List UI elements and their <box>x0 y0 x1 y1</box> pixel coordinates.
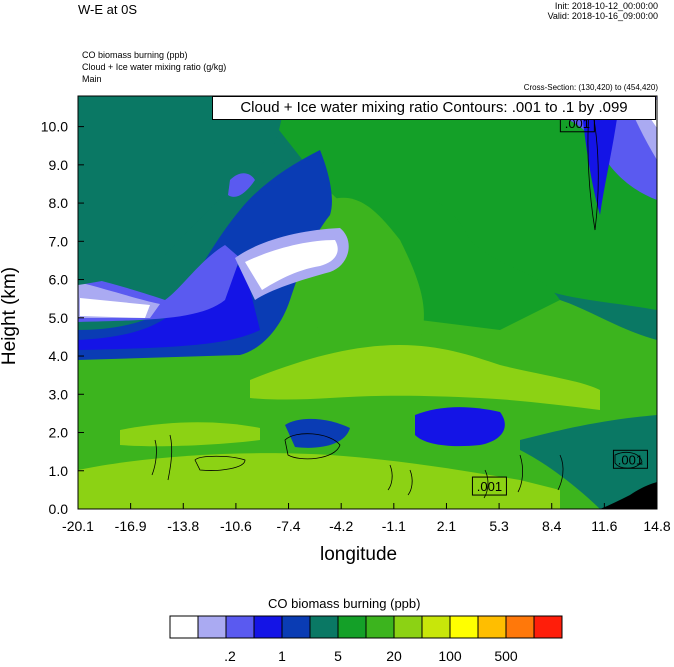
terrain <box>600 482 657 509</box>
valid-time: Valid: 2018-10-16_09:00:00 <box>547 11 658 21</box>
field-label-co: CO biomass burning (ppb) <box>82 50 188 60</box>
colorbar-title: CO biomass burning (ppb) <box>268 596 421 611</box>
x-axis-label: longitude <box>320 544 398 565</box>
yellow-green-band <box>250 345 600 410</box>
y-tick-label: 0.0 <box>49 501 69 517</box>
contour-label: .001 <box>618 452 643 467</box>
x-tick-label: 8.4 <box>542 518 562 534</box>
y-tick-label: 4.0 <box>49 348 69 364</box>
contour-label: .001 <box>477 479 502 494</box>
plot-title: W-E at 0S <box>78 2 138 17</box>
x-tick-label: -16.9 <box>115 518 147 534</box>
left-cloud-outer <box>78 150 332 360</box>
cross-section-label: Cross-Section: (130,420) to (454,420) <box>523 83 658 92</box>
white-hole-core <box>245 240 338 290</box>
colorbar-tick-label: 5 <box>334 648 342 664</box>
x-tick-label: -10.6 <box>220 518 252 534</box>
x-tick-label: -1.1 <box>382 518 406 534</box>
contour-label-box <box>612 449 648 469</box>
y-tick-label: 8.0 <box>49 195 69 211</box>
y-axis-label: Height (km) <box>0 266 20 366</box>
green-layer <box>78 96 657 310</box>
x-tick-label: 14.8 <box>643 518 670 534</box>
contour-info-box: Cloud + Ice water mixing ratio Contours:… <box>212 96 656 120</box>
upper-left-blue-fringe <box>228 173 255 197</box>
colorbar-swatch <box>505 615 535 639</box>
blue-pocket-right <box>415 407 505 447</box>
plot-area <box>78 96 657 509</box>
x-tick-label: -4.2 <box>329 518 353 534</box>
field-label-cloud: Cloud + Ice water mixing ratio (g/kg) <box>82 62 227 72</box>
x-tick-label: -13.8 <box>167 518 199 534</box>
y-tick-label: 2.0 <box>49 425 69 441</box>
colorbar-swatch <box>225 615 255 639</box>
upper-right-cloud-deep <box>580 96 620 215</box>
blue-pocket-mid <box>285 418 350 448</box>
contour-label-box <box>471 476 507 496</box>
colorbar-tick-label: 500 <box>494 648 518 664</box>
x-tick-label: -7.4 <box>276 518 300 534</box>
colorbar-tick-label: 100 <box>438 648 462 664</box>
x-tick-label: 2.1 <box>437 518 457 534</box>
colorbar-swatch <box>449 615 479 639</box>
y-tick-label: 9.0 <box>49 157 69 173</box>
y-tick-label: 7.0 <box>49 233 69 249</box>
colorbar-swatch <box>281 615 311 639</box>
x-tick-label: 11.6 <box>591 518 617 534</box>
colorbar-tick-label: .2 <box>224 648 236 664</box>
upper-left-plume <box>78 96 285 285</box>
y-tick-label: 3.0 <box>49 386 69 402</box>
y-tick-label: 10.0 <box>41 119 68 135</box>
init-time: Init: 2018-10-12_00:00:00 <box>554 1 658 11</box>
y-tick-label: 6.0 <box>49 272 69 288</box>
colorbar-swatch <box>477 615 507 639</box>
colorbar-tick-label: 20 <box>386 648 402 664</box>
colorbar-swatch <box>197 615 227 639</box>
colorbar-swatch <box>169 615 199 639</box>
left-cloud-white <box>80 298 150 318</box>
colorbar-swatch <box>253 615 283 639</box>
cloud-contours <box>151 99 643 499</box>
colorbar-tick-label: 1 <box>278 648 286 664</box>
x-tick-label: -20.1 <box>62 518 94 534</box>
colorbar-swatch <box>337 615 367 639</box>
field-label-main: Main <box>82 74 102 84</box>
y-tick-label: 1.0 <box>49 463 69 479</box>
y-tick-label: 5.0 <box>49 310 69 326</box>
lower-right-teal <box>520 415 657 509</box>
x-tick-label: 5.3 <box>489 518 509 534</box>
colorbar-swatch <box>365 615 395 639</box>
colorbar-swatch <box>393 615 423 639</box>
colorbar-swatch <box>533 615 563 639</box>
colorbar-swatch <box>309 615 339 639</box>
colorbar-swatch <box>421 615 451 639</box>
